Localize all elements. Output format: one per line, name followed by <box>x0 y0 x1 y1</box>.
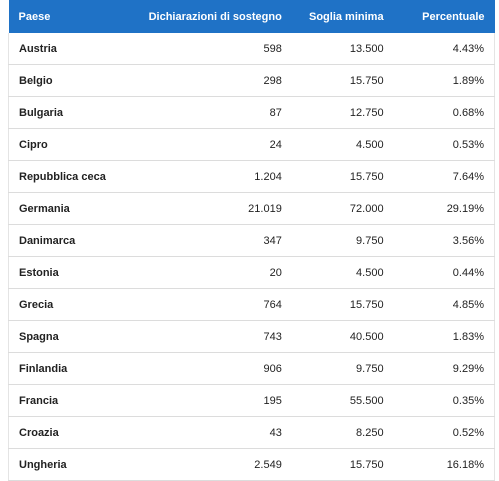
table-row: Francia 195 55.500 0.35% <box>8 384 495 417</box>
value-cell: 3.56% <box>393 224 495 257</box>
country-cell: Cipro <box>8 128 129 161</box>
value-cell: 9.750 <box>291 352 394 385</box>
column-header: Soglia minima <box>291 0 394 33</box>
value-cell: 0.52% <box>393 416 495 449</box>
value-cell: 29.19% <box>393 192 495 225</box>
table-row: Croazia 43 8.250 0.52% <box>8 416 495 449</box>
value-cell: 0.35% <box>393 384 495 417</box>
table-row: Estonia 20 4.500 0.44% <box>8 256 495 289</box>
country-cell: Germania <box>8 192 129 225</box>
country-cell: Bulgaria <box>8 96 129 129</box>
value-cell: 40.500 <box>291 320 394 353</box>
country-cell: Finlandia <box>8 352 129 385</box>
value-cell: 8.250 <box>291 416 394 449</box>
value-cell: 20 <box>128 256 292 289</box>
value-cell: 4.85% <box>393 288 495 321</box>
value-cell: 7.64% <box>393 160 495 193</box>
country-cell: Spagna <box>8 320 129 353</box>
value-cell: 16.18% <box>393 448 495 481</box>
value-cell: 347 <box>128 224 292 257</box>
table-row: Austria 598 13.500 4.43% <box>8 33 495 65</box>
header-row: Paese Dichiarazioni di sostegno Soglia min… <box>8 0 495 33</box>
country-cell: Ungheria <box>8 448 129 481</box>
value-cell: 15.750 <box>291 288 394 321</box>
value-cell: 0.68% <box>393 96 495 129</box>
table-row: Cipro 24 4.500 0.53% <box>8 128 495 161</box>
value-cell: 15.750 <box>291 448 394 481</box>
table-body: Austria 598 13.500 4.43% Belgio 298 15.750 1.89… <box>8 33 495 481</box>
value-cell: 4.43% <box>393 33 495 65</box>
value-cell: 43 <box>128 416 292 449</box>
value-cell: 764 <box>128 288 292 321</box>
country-cell: Repubblica ceca <box>8 160 129 193</box>
value-cell: 2.549 <box>128 448 292 481</box>
country-cell: Austria <box>8 33 129 65</box>
value-cell: 4.500 <box>291 128 394 161</box>
value-cell: 55.500 <box>291 384 394 417</box>
value-cell: 0.53% <box>393 128 495 161</box>
value-cell: 87 <box>128 96 292 129</box>
value-cell: 4.500 <box>291 256 394 289</box>
value-cell: 298 <box>128 64 292 97</box>
table-row: Danimarca 347 9.750 3.56% <box>8 224 495 257</box>
country-cell: Estonia <box>8 256 129 289</box>
table-row: Ungheria 2.549 15.750 16.18% <box>8 448 495 481</box>
value-cell: 195 <box>128 384 292 417</box>
value-cell: 1.89% <box>393 64 495 97</box>
value-cell: 598 <box>128 33 292 65</box>
column-header: Paese <box>8 0 129 33</box>
table-row: Spagna 743 40.500 1.83% <box>8 320 495 353</box>
country-cell: Francia <box>8 384 129 417</box>
value-cell: 9.750 <box>291 224 394 257</box>
value-cell: 13.500 <box>291 33 394 65</box>
country-cell: Grecia <box>8 288 129 321</box>
column-header: Percentuale <box>393 0 495 33</box>
table-row: Germania 21.019 72.000 29.19% <box>8 192 495 225</box>
value-cell: 9.29% <box>393 352 495 385</box>
data-table: Paese Dichiarazioni di sostegno Soglia min… <box>8 0 495 481</box>
value-cell: 21.019 <box>128 192 292 225</box>
table-row: Repubblica ceca 1.204 15.750 7.64% <box>8 160 495 193</box>
country-cell: Croazia <box>8 416 129 449</box>
table-row: Bulgaria 87 12.750 0.68% <box>8 96 495 129</box>
value-cell: 72.000 <box>291 192 394 225</box>
table-row: Grecia 764 15.750 4.85% <box>8 288 495 321</box>
table-row: Belgio 298 15.750 1.89% <box>8 64 495 97</box>
value-cell: 906 <box>128 352 292 385</box>
value-cell: 15.750 <box>291 160 394 193</box>
value-cell: 12.750 <box>291 96 394 129</box>
column-header: Dichiarazioni di sostegno <box>128 0 292 33</box>
table-row: Finlandia 906 9.750 9.29% <box>8 352 495 385</box>
value-cell: 1.83% <box>393 320 495 353</box>
value-cell: 15.750 <box>291 64 394 97</box>
value-cell: 743 <box>128 320 292 353</box>
value-cell: 1.204 <box>128 160 292 193</box>
country-cell: Danimarca <box>8 224 129 257</box>
country-cell: Belgio <box>8 64 129 97</box>
value-cell: 0.44% <box>393 256 495 289</box>
value-cell: 24 <box>128 128 292 161</box>
